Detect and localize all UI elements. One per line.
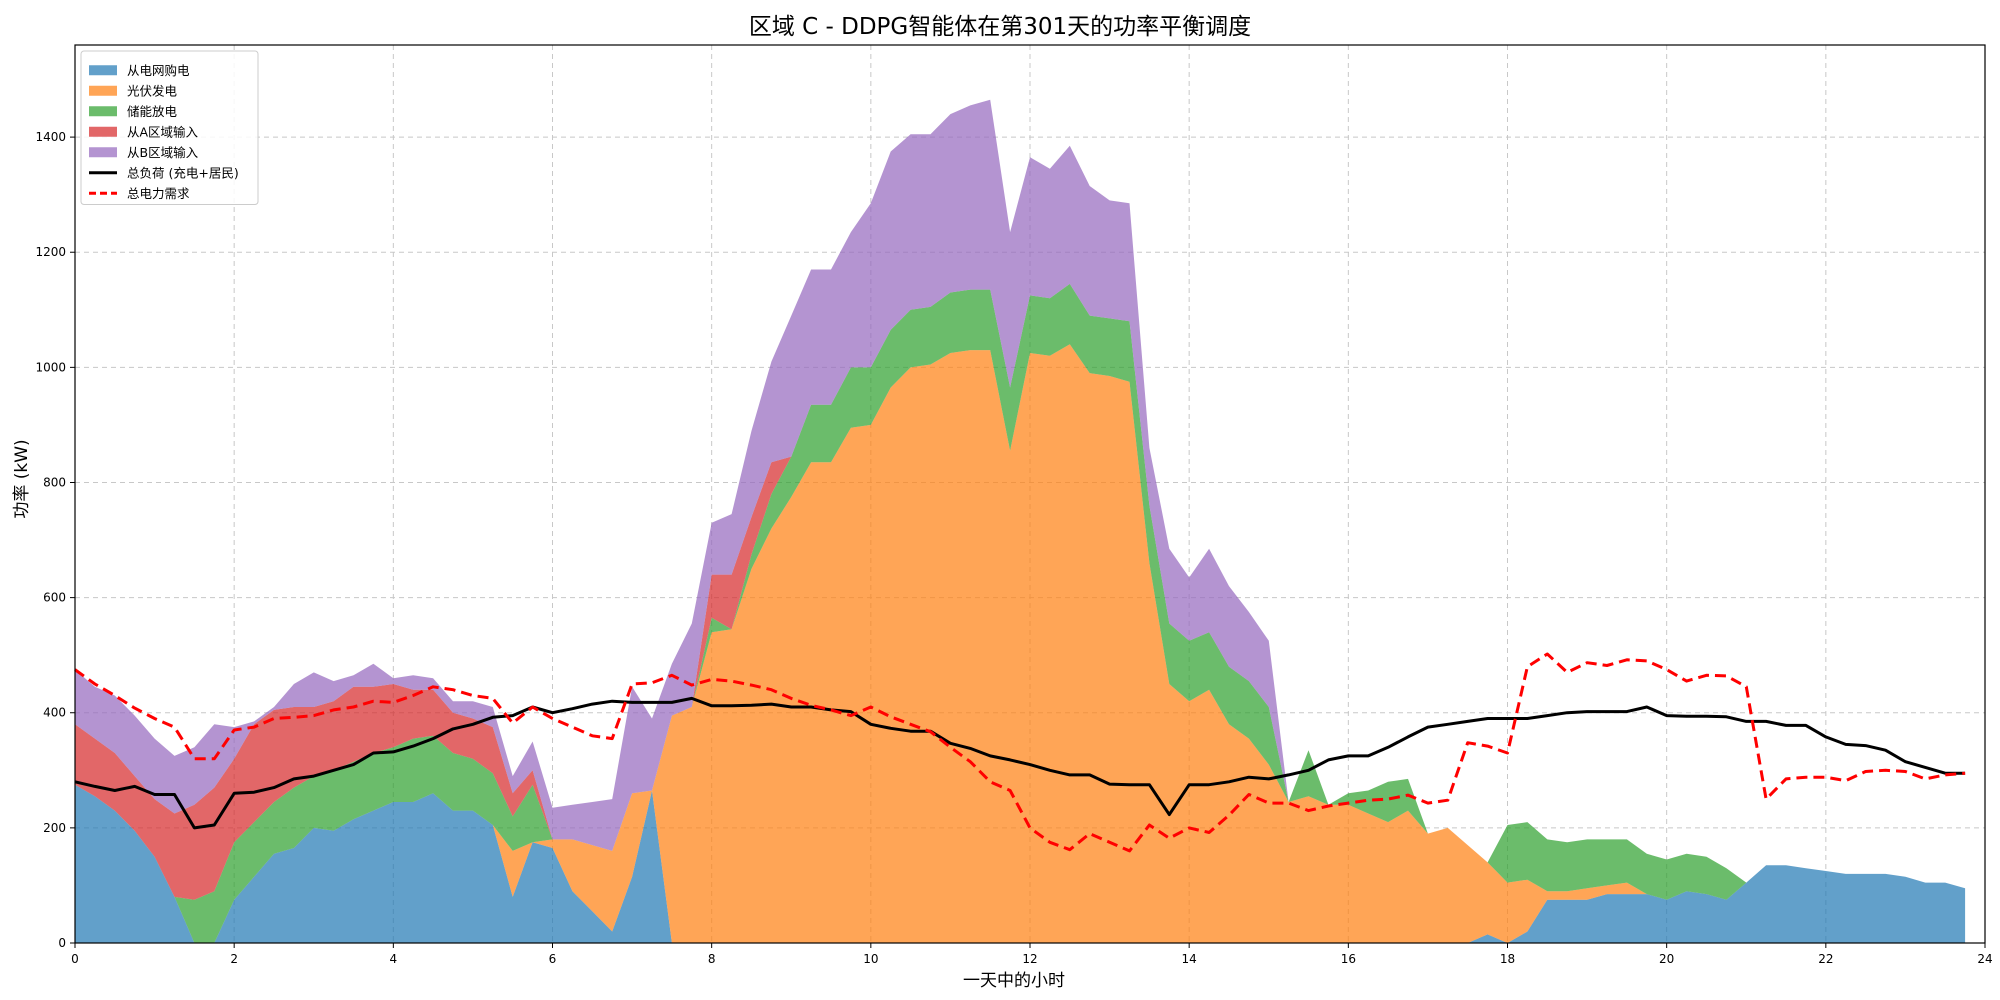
overlay-lines	[74, 652, 1966, 853]
y-axis-title: 功率 (kW)	[12, 439, 32, 518]
legend-label: 储能放电	[127, 104, 178, 119]
legend-swatch	[89, 126, 117, 137]
x-tick-label: 14	[1182, 952, 1197, 966]
area-series-2	[75, 344, 1966, 943]
legend-label: 从B区域输入	[127, 145, 199, 160]
legend-label: 从电网购电	[127, 63, 190, 78]
y-tick-label: 0	[58, 936, 66, 950]
legend-swatch	[89, 106, 117, 117]
line-series-1	[74, 696, 1966, 830]
x-tick-label: 4	[390, 952, 398, 966]
area-series-1	[75, 784, 1966, 943]
legend-swatch	[89, 85, 117, 96]
x-tick-label: 2	[230, 952, 238, 966]
x-tick-label: 8	[708, 952, 716, 966]
line-series-2	[74, 652, 1966, 853]
area-series-5	[75, 99, 1966, 889]
y-tick-label: 200	[43, 821, 66, 835]
y-tick-label: 1400	[35, 130, 66, 144]
y-tick-label: 600	[43, 591, 66, 605]
x-tick-label: 6	[549, 952, 557, 966]
x-tick-label: 22	[1818, 952, 1833, 966]
y-tick-label: 800	[43, 475, 66, 489]
stacked-areas	[75, 99, 1966, 943]
x-tick-label: 20	[1659, 952, 1674, 966]
legend-label: 总负荷 (充电+居民)	[127, 165, 239, 180]
x-tick-label: 12	[1022, 952, 1037, 966]
legend-label: 总电力需求	[127, 186, 190, 201]
legend-box	[80, 50, 259, 205]
y-tick-label: 400	[43, 706, 66, 720]
x-tick-label: 0	[71, 952, 79, 966]
legend-label: 光伏发电	[127, 83, 178, 98]
x-tick-label: 24	[1977, 952, 1992, 966]
axis-ticks: 0 2 4 6 8 10 12 14 16 18 20 22 240200400600800100012…	[35, 130, 1992, 966]
chart-title: 区域 C - DDPG智能体在第301天的功率平衡调度	[749, 14, 1251, 40]
legend-swatch	[89, 65, 117, 76]
legend-swatch	[89, 147, 117, 158]
x-tick-label: 10	[863, 952, 878, 966]
legend-label: 从A区域输入	[127, 124, 199, 139]
y-tick-label: 1200	[35, 245, 66, 259]
x-tick-label: 16	[1341, 952, 1356, 966]
y-tick-label: 1000	[35, 360, 66, 374]
x-tick-label: 18	[1500, 952, 1515, 966]
x-axis-title: 一天中的小时	[963, 971, 1065, 991]
